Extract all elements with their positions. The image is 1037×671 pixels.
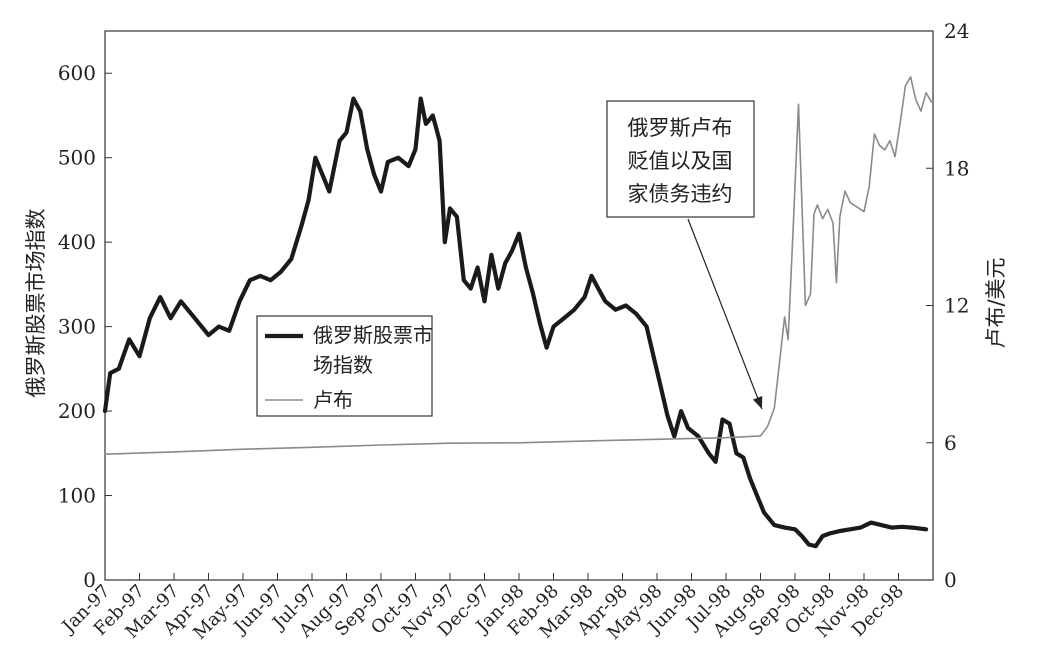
- left-y-tick-label: 600: [58, 61, 96, 85]
- right-axis-title: 卢布/美元: [984, 257, 1008, 348]
- ruble-rate-line: [104, 76, 933, 455]
- annotation-arrow-head: [752, 396, 763, 410]
- annotation-box: [606, 100, 755, 218]
- legend-label-stock-line2: 场指数: [313, 353, 373, 377]
- left-y-tick-label: 500: [58, 146, 96, 170]
- right-y-tick-label: 24: [944, 19, 969, 43]
- left-y-tick-label: 400: [58, 230, 96, 254]
- left-y-tick-label: 100: [58, 484, 96, 508]
- plot-frame: [104, 30, 934, 581]
- legend-label-stock-line1: 俄罗斯股票市: [313, 323, 433, 347]
- left-y-tick-label: 300: [58, 315, 96, 339]
- annotation-text-line: 贬值以及国: [628, 149, 733, 173]
- legend-label-ruble: 卢布: [313, 388, 353, 412]
- left-y-tick-label: 0: [83, 568, 96, 592]
- left-axis-title: 俄罗斯股票市场指数: [24, 209, 48, 398]
- annotation-arrow-line: [687, 218, 763, 410]
- annotation-text-line: 俄罗斯卢布: [628, 116, 733, 140]
- stock-index-line: [102, 96, 929, 549]
- left-y-tick-label: 200: [58, 399, 96, 423]
- right-y-tick-label: 0: [944, 568, 957, 592]
- annotation-text-line: 家债务违约: [628, 182, 733, 206]
- right-y-tick-label: 6: [944, 431, 957, 455]
- right-y-tick-label: 18: [944, 156, 969, 180]
- right-y-tick-label: 12: [944, 294, 969, 318]
